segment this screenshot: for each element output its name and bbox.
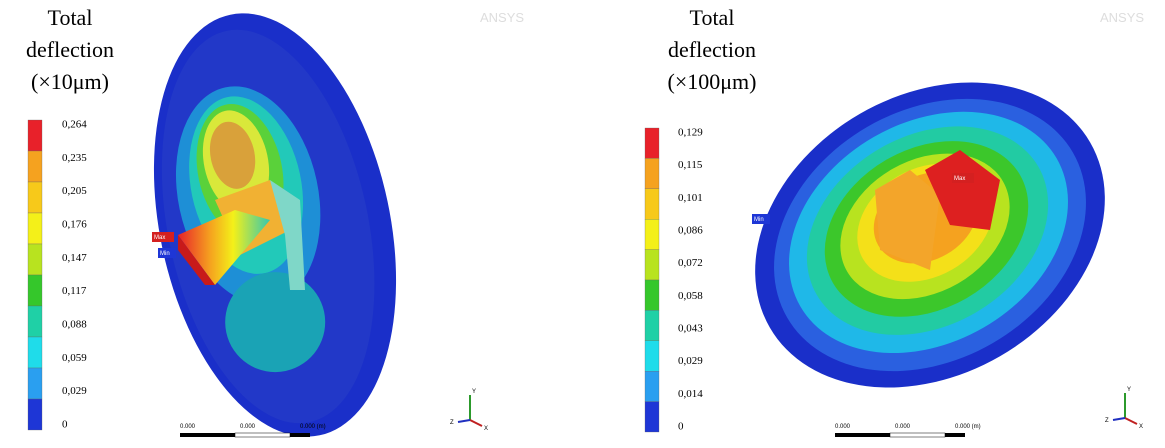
legend-swatch bbox=[644, 340, 660, 372]
legend-swatch bbox=[644, 219, 660, 250]
legend-swatch bbox=[27, 150, 43, 183]
scale-label: 0.000 (m) bbox=[955, 424, 981, 430]
scale-label: 0.000 bbox=[180, 424, 196, 430]
title-line: (×100μm) bbox=[668, 69, 757, 94]
scale-label: 0.000 (m) bbox=[300, 424, 326, 430]
axis-label: Y bbox=[1127, 387, 1131, 393]
legend-label: 0,043 bbox=[678, 323, 703, 335]
watermark: ANSYS bbox=[1100, 10, 1144, 25]
axis-x bbox=[469, 419, 483, 427]
legend-label: 0,072 bbox=[678, 257, 703, 269]
max-label: Max bbox=[154, 235, 165, 241]
max-tag bbox=[152, 232, 174, 242]
left-feature bbox=[178, 180, 305, 290]
legend-swatch bbox=[27, 305, 43, 338]
legend-label: 0,101 bbox=[678, 192, 703, 204]
legend-swatch bbox=[27, 181, 43, 214]
title-line: (×10μm) bbox=[31, 69, 109, 94]
scale-label: 0.000 bbox=[240, 424, 256, 430]
legend-swatch bbox=[27, 212, 43, 245]
legend-swatch bbox=[27, 274, 43, 307]
legend-swatch bbox=[644, 188, 660, 220]
watermark: ANSYS bbox=[480, 10, 524, 25]
legend-label: 0,205 bbox=[62, 185, 87, 197]
legend-label: 0,176 bbox=[62, 219, 87, 231]
legend-swatch bbox=[27, 336, 43, 369]
legend-label: 0 bbox=[678, 421, 684, 433]
axis-z bbox=[457, 419, 471, 423]
min-tag bbox=[158, 248, 176, 258]
legend-swatch bbox=[644, 371, 660, 402]
min-tag bbox=[752, 214, 770, 224]
scale-bar bbox=[290, 433, 310, 437]
legend-label: 0,086 bbox=[678, 225, 703, 237]
legend-swatch bbox=[27, 367, 43, 400]
scale-bar bbox=[889, 432, 946, 438]
max-label: Max bbox=[954, 176, 965, 182]
scale-bar bbox=[835, 433, 890, 437]
title-line: deflection bbox=[26, 37, 114, 62]
legend-label: 0 bbox=[62, 419, 68, 431]
axis-label: Z bbox=[1105, 418, 1109, 424]
legend-swatch bbox=[27, 398, 43, 431]
legend-swatch bbox=[27, 243, 43, 276]
legend-swatch bbox=[644, 249, 660, 281]
title-line: Total bbox=[48, 5, 93, 30]
legend-label: 0,115 bbox=[678, 159, 703, 171]
axis-label: X bbox=[1139, 424, 1143, 430]
min-label: Min bbox=[754, 217, 764, 223]
legend-swatch bbox=[644, 401, 660, 433]
legend-label: 0,059 bbox=[62, 352, 87, 364]
right-feature bbox=[875, 150, 1000, 270]
scale-label: 0.000 bbox=[895, 424, 911, 430]
legend-label: 0,014 bbox=[678, 388, 703, 400]
scale-bar bbox=[234, 432, 291, 438]
legend-label: 0,088 bbox=[62, 319, 87, 331]
title-line: Total bbox=[690, 5, 735, 30]
legend-label: 0,264 bbox=[62, 119, 87, 131]
legend-label: 0,029 bbox=[62, 385, 87, 397]
legend-label: 0,029 bbox=[678, 355, 703, 367]
legend-label: 0,117 bbox=[62, 285, 87, 297]
legend-swatch bbox=[27, 119, 43, 152]
legend-swatch bbox=[644, 127, 660, 159]
legend-swatch bbox=[644, 158, 660, 189]
legend-label: 0,147 bbox=[62, 252, 87, 264]
axis-z bbox=[1112, 417, 1126, 421]
scale-bar bbox=[180, 433, 235, 437]
legend-swatch bbox=[644, 279, 660, 311]
legend-label: 0,058 bbox=[678, 290, 703, 302]
min-label: Min bbox=[160, 251, 170, 257]
legend-label: 0,235 bbox=[62, 152, 87, 164]
legend-swatch bbox=[644, 310, 660, 341]
axis-label: X bbox=[484, 426, 488, 432]
axis-label: Z bbox=[450, 420, 454, 426]
axis-label: Y bbox=[472, 389, 476, 395]
legend-label: 0,129 bbox=[678, 127, 703, 139]
max-tag bbox=[952, 173, 974, 183]
title-line: deflection bbox=[668, 37, 756, 62]
scale-bar bbox=[945, 433, 965, 437]
scale-label: 0.000 bbox=[835, 424, 851, 430]
axis-x bbox=[1124, 417, 1138, 425]
